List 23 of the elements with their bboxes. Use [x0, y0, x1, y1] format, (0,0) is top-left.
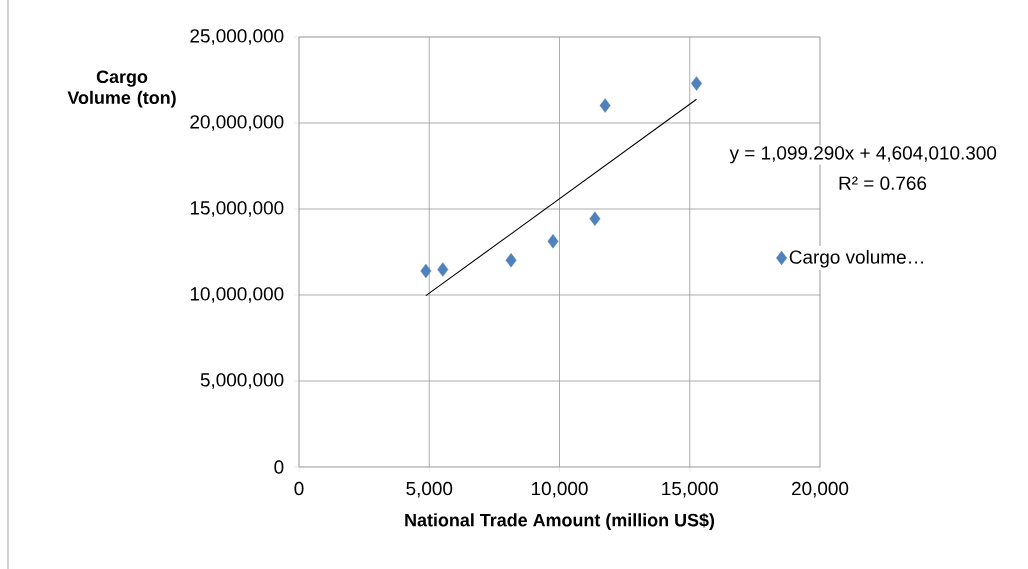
- y-tick-label: 20,000,000: [190, 115, 284, 131]
- y-tick-label: 0: [274, 460, 284, 474]
- text: R² = 0.766: [839, 176, 927, 190]
- y-tick-label: 25,000,000: [190, 29, 284, 45]
- point: [420, 263, 432, 279]
- x-tick-label: 20,000: [792, 481, 849, 498]
- legend-label: Cargo volume…: [789, 249, 923, 268]
- point: [437, 262, 449, 277]
- y-tick-label: 10,000,000: [190, 287, 284, 303]
- y-tick-label: 5,000,000: [200, 373, 284, 389]
- point: [589, 211, 601, 226]
- point: [547, 234, 559, 249]
- point: [505, 253, 517, 268]
- x-tick-label: 5,000: [406, 481, 453, 498]
- x-axis-title: National Trade Amount (million US$): [405, 512, 715, 530]
- annotation: y = 1,099.290x + 4,604,010.300: [729, 146, 997, 164]
- y-axis-title: Cargo Volume (ton): [67, 70, 176, 108]
- x-tick-label: 15,000: [662, 481, 718, 498]
- point: [599, 98, 611, 113]
- x-tick-label: 0: [294, 481, 304, 496]
- point: [691, 76, 702, 91]
- y-tick-label: 15,000,000: [190, 201, 284, 217]
- x-tick-label: 10,000: [532, 481, 588, 498]
